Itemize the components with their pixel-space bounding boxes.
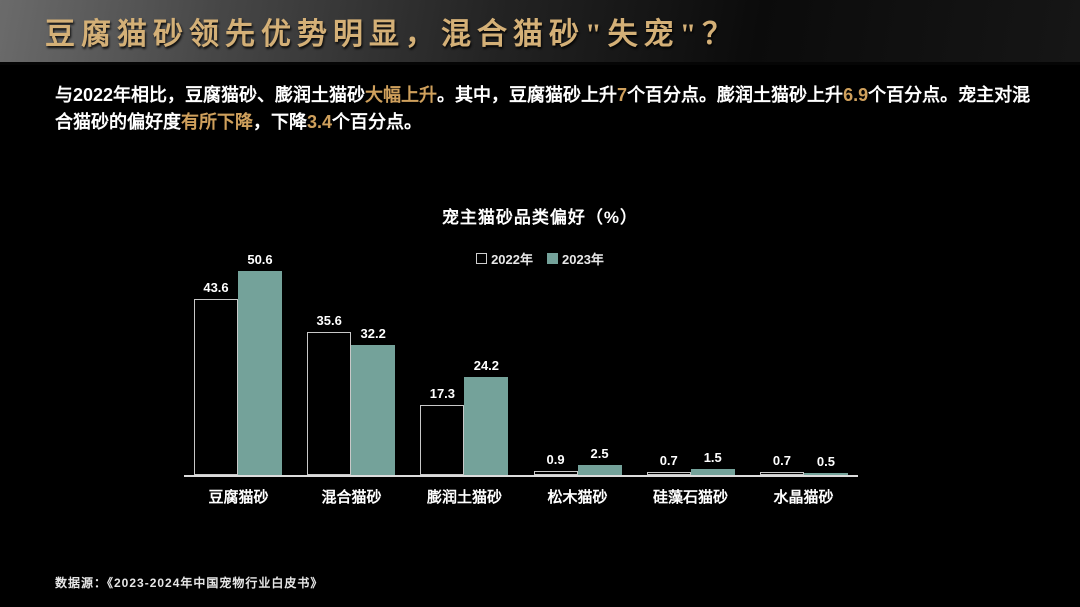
plot-area: 43.6 50.6 35.6 32.2 17.3 24.2 0.9 2.5 0.7 1.5 0.7 0… [184,240,858,477]
legend-label: 2022年 [491,252,533,267]
bar-wrap: 1.5 [690,450,735,475]
bar-group: 0.9 2.5 [533,446,622,475]
bar-group: 35.6 32.2 [307,313,396,475]
bar-2022年 [759,472,804,475]
category-label: 松木猫砂 [547,489,608,506]
category-label: 水晶猫砂 [773,489,834,506]
intro-text: 与2022年相比，豆腐猫砂、膨润土猫砂大幅上升。其中，豆腐猫砂上升7个百分点。膨… [55,82,1040,136]
bar-2023年 [803,473,848,475]
bar-wrap: 32.2 [351,326,396,475]
intro-highlight: 7 [617,85,628,105]
intro-segment: ，下降 [253,112,307,132]
bar-2023年 [351,345,396,475]
category-labels: 豆腐猫砂 混合猫砂 膨润土猫砂 松木猫砂 硅藻石猫砂 水晶猫砂 [184,486,858,507]
legend-swatch-icon [547,253,558,264]
value-label: 0.7 [659,453,678,468]
bar-wrap: 35.6 [307,313,352,475]
bar-wrap: 2.5 [577,446,622,475]
bar-2022年 [307,332,352,475]
value-label: 43.6 [203,280,229,295]
value-label: 50.6 [247,252,273,267]
value-label: 24.2 [473,358,500,373]
bar-2022年 [420,405,465,475]
bar-wrap: 17.3 [420,386,465,475]
value-label: 0.5 [816,454,835,469]
value-label: 35.6 [316,313,342,328]
intro-segment: 个百分点。宠主对混合猫砂的偏好度 [55,85,1031,132]
source-note: 数据源：《2023-2024年中国宠物行业白皮书》 [55,576,324,590]
chart-title: 宠主猫砂品类偏好（%） [441,208,639,227]
category-label: 豆腐猫砂 [208,489,269,506]
category-label: 硅藻石猫砂 [652,489,728,506]
bar-group: 43.6 50.6 [194,252,282,475]
category-label: 膨润土猫砂 [426,489,502,506]
bar-2023年 [238,271,282,475]
bar-2023年 [690,469,735,475]
bar-wrap: 0.7 [759,453,804,475]
bar-wrap: 24.2 [464,358,509,475]
bar-2022年 [194,299,238,475]
legend-item: 2023年 [547,249,604,268]
value-label: 1.5 [703,450,722,465]
value-label: 0.9 [546,452,565,467]
bar-wrap: 0.9 [533,452,578,475]
bar-wrap: 0.7 [646,453,691,475]
bar-wrap: 43.6 [194,280,238,475]
intro-segment: 与2022年相比，豆腐猫砂、膨润土猫砂 [55,85,366,105]
legend-swatch-icon [476,253,488,264]
bar-group: 0.7 1.5 [646,450,735,475]
intro-highlight: 3.4 [307,112,333,132]
bar-group: 17.3 24.2 [420,358,509,475]
page-title: 豆腐猫砂领先优势明显，混合猫砂"失宠"？ [45,18,739,51]
bar-2023年 [577,465,622,475]
intro-highlight: 大幅上升 [365,85,438,105]
value-label: 17.3 [429,386,456,401]
legend: 2022年 2023年 [0,249,1080,268]
bar-2023年 [464,377,509,475]
intro-segment: 个百分点。 [332,112,423,132]
bar-2022年 [533,471,578,475]
legend-item: 2022年 [476,249,533,268]
legend-label: 2023年 [562,252,604,267]
intro-highlight: 6.9 [843,85,869,105]
bar-group: 0.7 0.5 [759,453,848,475]
intro-segment: 个百分点。膨润土猫砂上升 [627,85,844,105]
value-label: 32.2 [360,326,386,341]
intro-segment: 。其中，豆腐猫砂上升 [437,85,618,105]
bar-wrap: 0.5 [803,454,848,475]
slide-header: 豆腐猫砂领先优势明显，混合猫砂"失宠"？ [0,0,1080,65]
category-label: 混合猫砂 [321,489,382,506]
bar-wrap: 50.6 [238,252,282,475]
bar-2022年 [646,472,691,475]
value-label: 0.7 [772,453,791,468]
intro-highlight: 有所下降 [181,112,253,132]
value-label: 2.5 [590,446,609,461]
